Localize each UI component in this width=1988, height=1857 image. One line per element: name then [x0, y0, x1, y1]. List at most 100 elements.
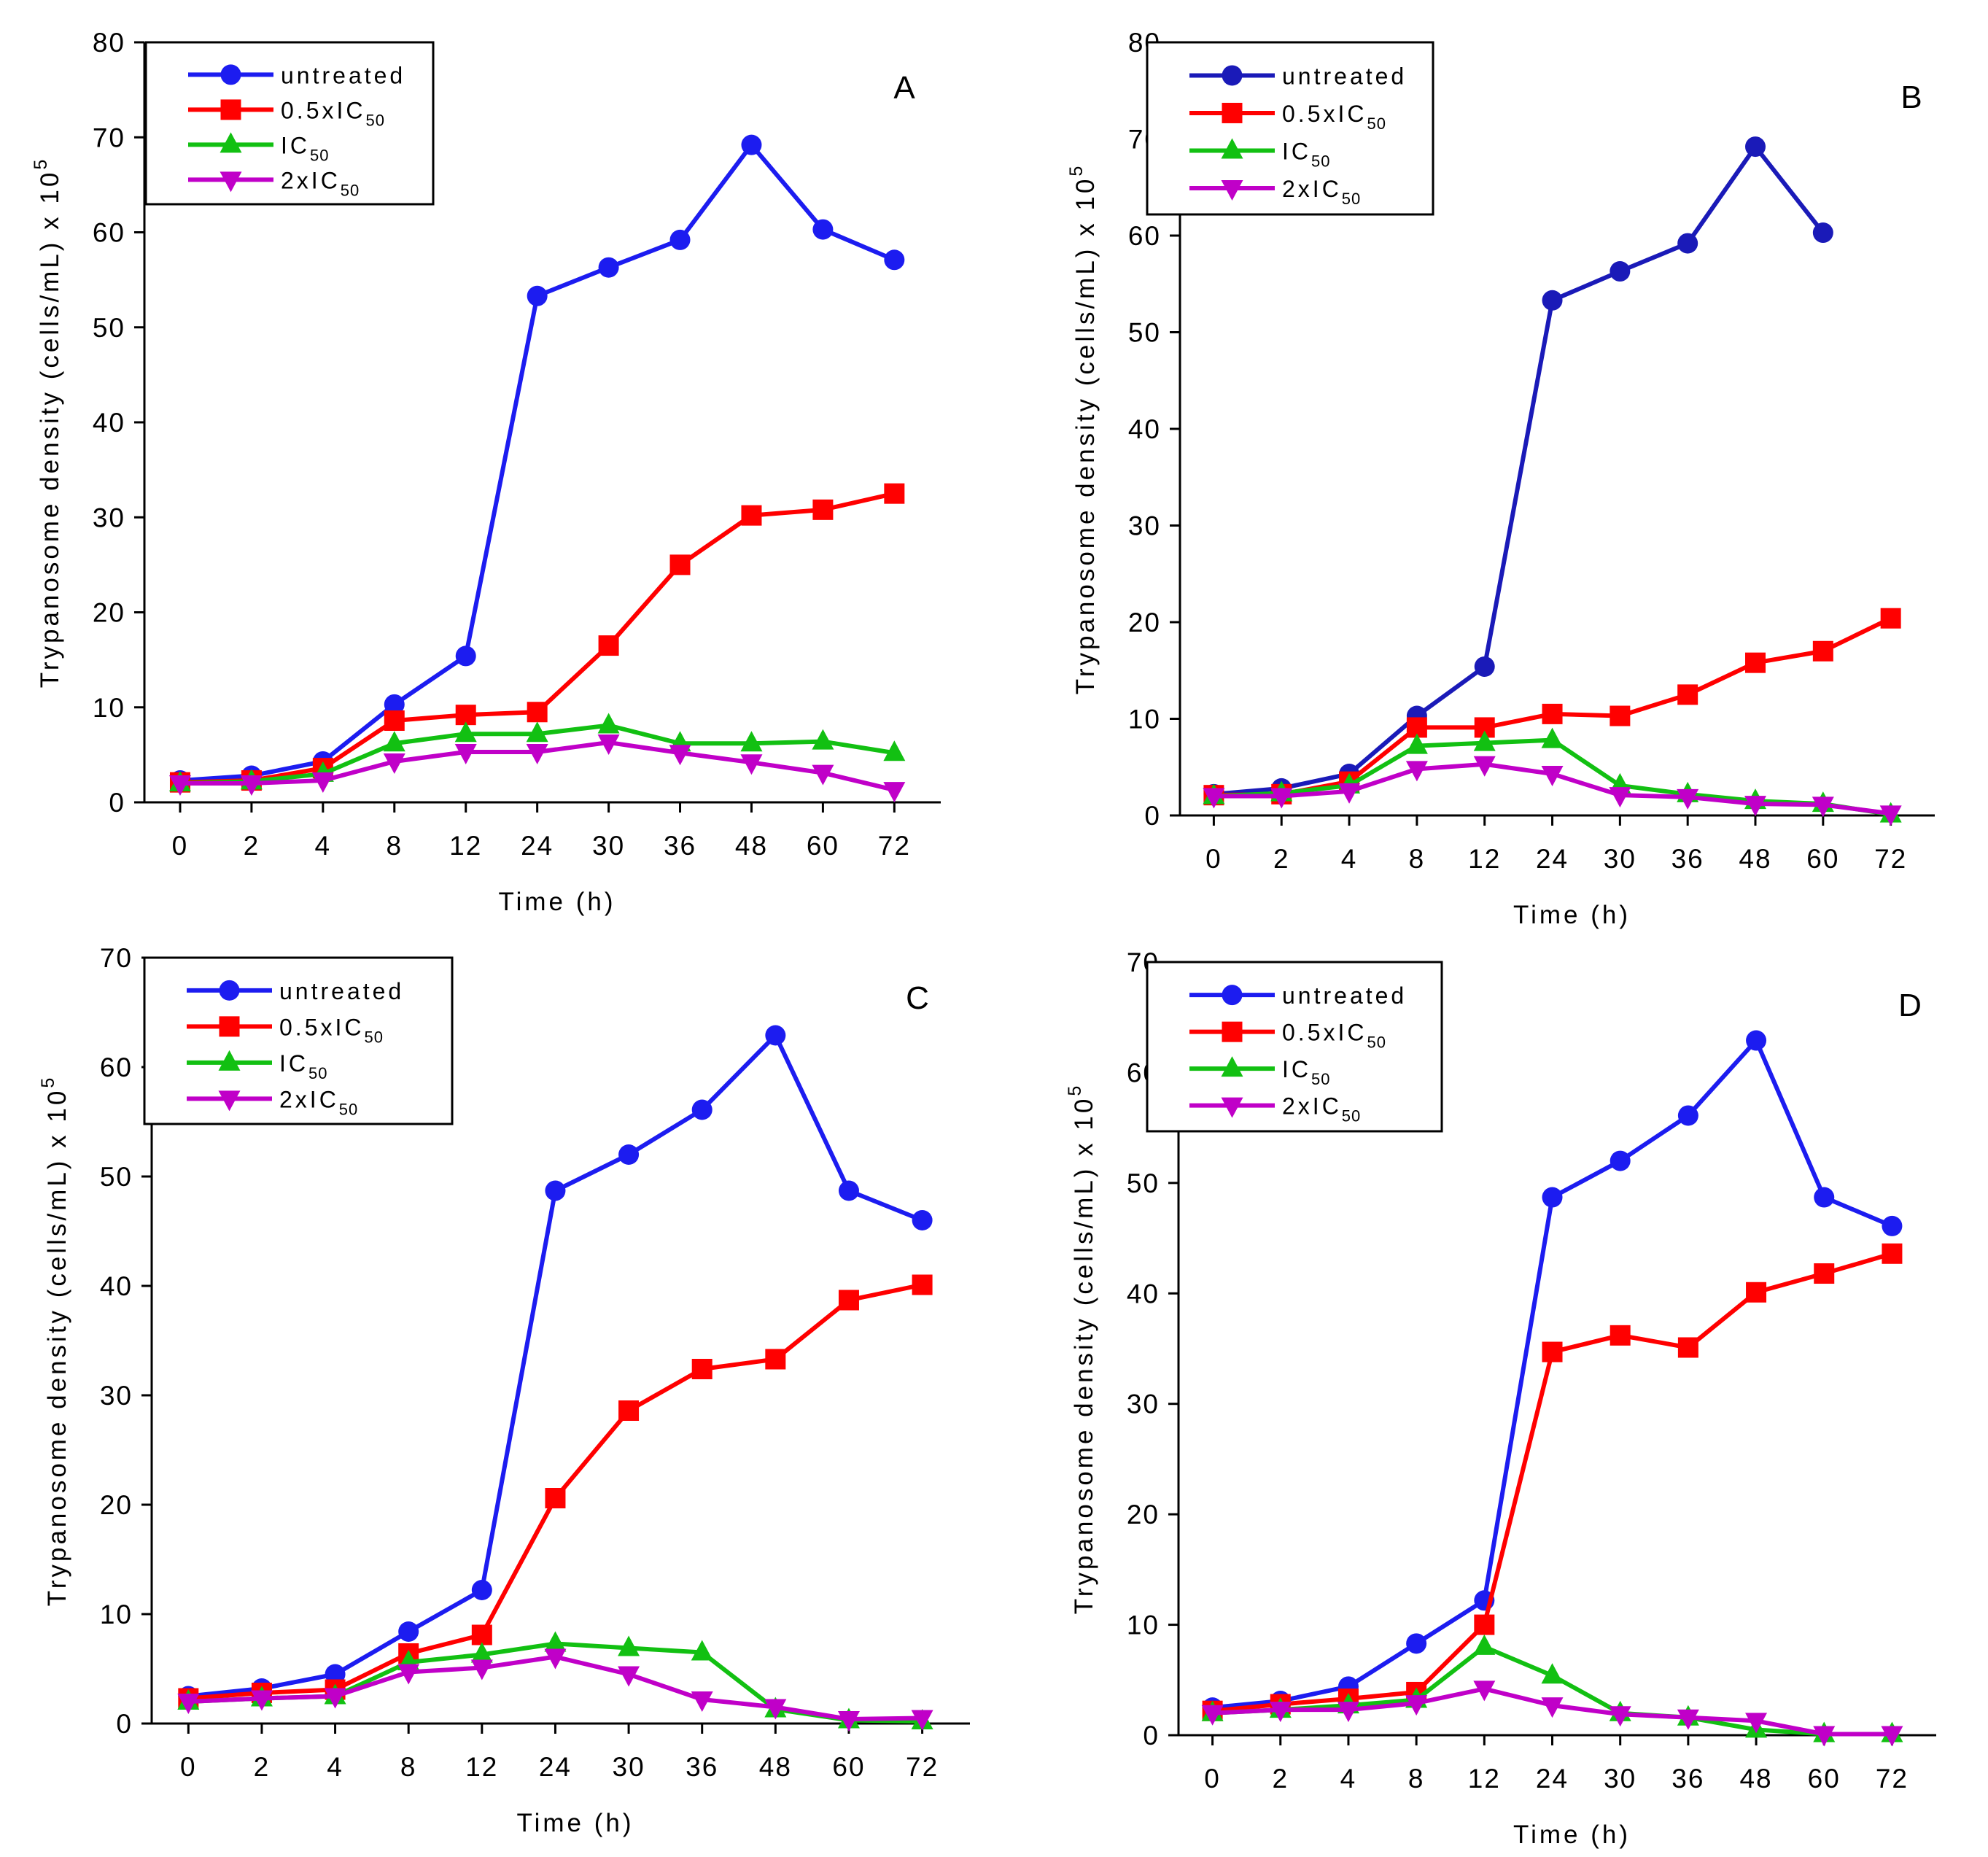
- data-point-half: [691, 1359, 713, 1379]
- x-tick-label: 36: [664, 831, 696, 861]
- x-tick-label: 0: [180, 1752, 197, 1782]
- series-line-untreated: [1214, 144, 1825, 796]
- data-point-untreated: [1812, 222, 1833, 244]
- legend-marker-half: [220, 99, 241, 120]
- data-point-ic50: [883, 740, 906, 761]
- data-point-double: [383, 753, 405, 774]
- legend-label-text: untreated: [1282, 982, 1407, 1009]
- legend-label-untreated: untreated: [1282, 63, 1407, 89]
- y-axis-title: Trypanosome density (cells/mL) x 105: [1066, 163, 1100, 695]
- legend-marker-double: [218, 1090, 241, 1112]
- y-axis-title-text: Trypanosome density (cells/mL) x 10: [43, 1088, 71, 1607]
- legend-label-subscript: 50: [341, 181, 360, 199]
- legend-label-text: IC: [279, 1050, 308, 1077]
- data-point-untreated: [1406, 1633, 1427, 1654]
- x-tick-label: 8: [1408, 1764, 1425, 1794]
- x-tick-label: 12: [1468, 844, 1501, 874]
- data-point-untreated: [398, 1621, 419, 1642]
- x-tick-label: 72: [1874, 844, 1907, 874]
- legend-label-text: untreated: [279, 978, 404, 1004]
- data-point-double: [1405, 761, 1428, 782]
- y-tick-label: 0: [109, 788, 125, 818]
- legend-label-text: 2xIC: [281, 167, 341, 193]
- data-point-double: [618, 1666, 640, 1687]
- x-tick-label: 2: [1273, 844, 1290, 874]
- data-point-ic50: [1473, 730, 1496, 751]
- y-tick-label: 70: [93, 123, 125, 152]
- x-tick-label: 2: [1272, 1764, 1289, 1794]
- series-line-untreated: [1212, 1038, 1893, 1710]
- legend-marker-ic50: [220, 132, 242, 153]
- x-tick-label: 36: [1671, 1764, 1704, 1794]
- data-point-half: [1677, 684, 1698, 705]
- series-line-untreated: [179, 142, 896, 783]
- y-axis-title-exponent: 5: [1065, 1083, 1085, 1096]
- legend-label-text: IC: [1282, 1056, 1311, 1082]
- data-point-half: [1745, 652, 1766, 673]
- data-point-half: [812, 499, 834, 520]
- legend-frame: [1146, 41, 1434, 216]
- x-tick-label: 24: [521, 831, 554, 861]
- legend-marker-double: [220, 171, 242, 193]
- data-point-double: [597, 734, 620, 755]
- y-axis-title: Trypanosome density (cells/mL) x 105: [1065, 1083, 1098, 1615]
- data-point-untreated: [1814, 1187, 1835, 1208]
- series-line-ic50: [1212, 1644, 1892, 1737]
- data-point-double: [397, 1664, 420, 1685]
- chart-panel-b: 0 10 20 30 40 50 60 70 80 0 2 4 8 12 24 30 36 48 60 72 Time …: [994, 0, 1988, 929]
- data-point-untreated: [1882, 1215, 1903, 1236]
- legend-label-ic50: IC50: [1282, 138, 1330, 170]
- x-tick-label: 4: [327, 1752, 343, 1782]
- data-point-untreated: [812, 219, 834, 240]
- data-point-untreated: [384, 694, 405, 715]
- data-point-untreated: [691, 1099, 713, 1120]
- series-half: [1202, 1243, 1903, 1721]
- legend-label-half: 0.5xIC50: [1282, 1020, 1386, 1052]
- y-axis-title-text: Trypanosome density (cells/mL) x 10: [36, 170, 64, 689]
- legend-label-text: 0.5xIC: [279, 1014, 364, 1040]
- legend-label-text: 2xIC: [1282, 176, 1342, 202]
- y-tick-label: 40: [1127, 1279, 1160, 1309]
- x-tick-label: 0: [172, 831, 189, 861]
- legend-label-text: 2xIC: [279, 1086, 339, 1112]
- data-point-double: [1201, 1705, 1224, 1726]
- legend-label-subscript: 50: [1311, 1070, 1330, 1088]
- y-tick-label: 20: [93, 598, 125, 628]
- data-point-half: [527, 702, 548, 723]
- data-point-ic50: [1405, 733, 1428, 754]
- data-point-half: [1542, 1341, 1563, 1362]
- x-tick-label: 60: [1808, 1764, 1841, 1794]
- data-point-half: [598, 635, 619, 656]
- legend-label-text: IC: [1282, 138, 1311, 164]
- series-untreated: [1203, 136, 1833, 805]
- data-point-half: [884, 483, 905, 504]
- legend-label-subscript: 50: [308, 1064, 327, 1082]
- x-tick-label: 0: [1204, 1764, 1221, 1794]
- y-tick-label: 40: [1128, 414, 1161, 444]
- x-tick-label: 0: [1205, 844, 1222, 874]
- data-point-ic50: [1541, 1663, 1564, 1684]
- data-point-half: [1542, 703, 1563, 724]
- data-point-double: [1473, 756, 1496, 777]
- y-tick-label: 40: [93, 408, 125, 438]
- legend-label-double: 2xIC50: [1282, 1093, 1361, 1125]
- data-point-half: [1474, 1614, 1495, 1635]
- legend-marker-ic50: [1221, 1056, 1243, 1077]
- data-point-double: [740, 754, 763, 775]
- x-tick-label: 30: [613, 1752, 645, 1782]
- data-point-ic50: [618, 1635, 640, 1656]
- y-tick-label: 30: [1127, 1389, 1160, 1419]
- legend-label-double: 2xIC50: [1282, 176, 1361, 208]
- legend-label-text: untreated: [1282, 63, 1407, 89]
- x-tick-label: 12: [1468, 1764, 1501, 1794]
- y-tick-label: 20: [1128, 608, 1161, 637]
- x-tick-label: 72: [906, 1752, 939, 1782]
- x-axis-title: Time (h): [517, 1809, 634, 1837]
- x-tick-label: 36: [1671, 844, 1704, 874]
- data-point-half: [618, 1400, 640, 1421]
- data-point-ic50: [454, 721, 477, 743]
